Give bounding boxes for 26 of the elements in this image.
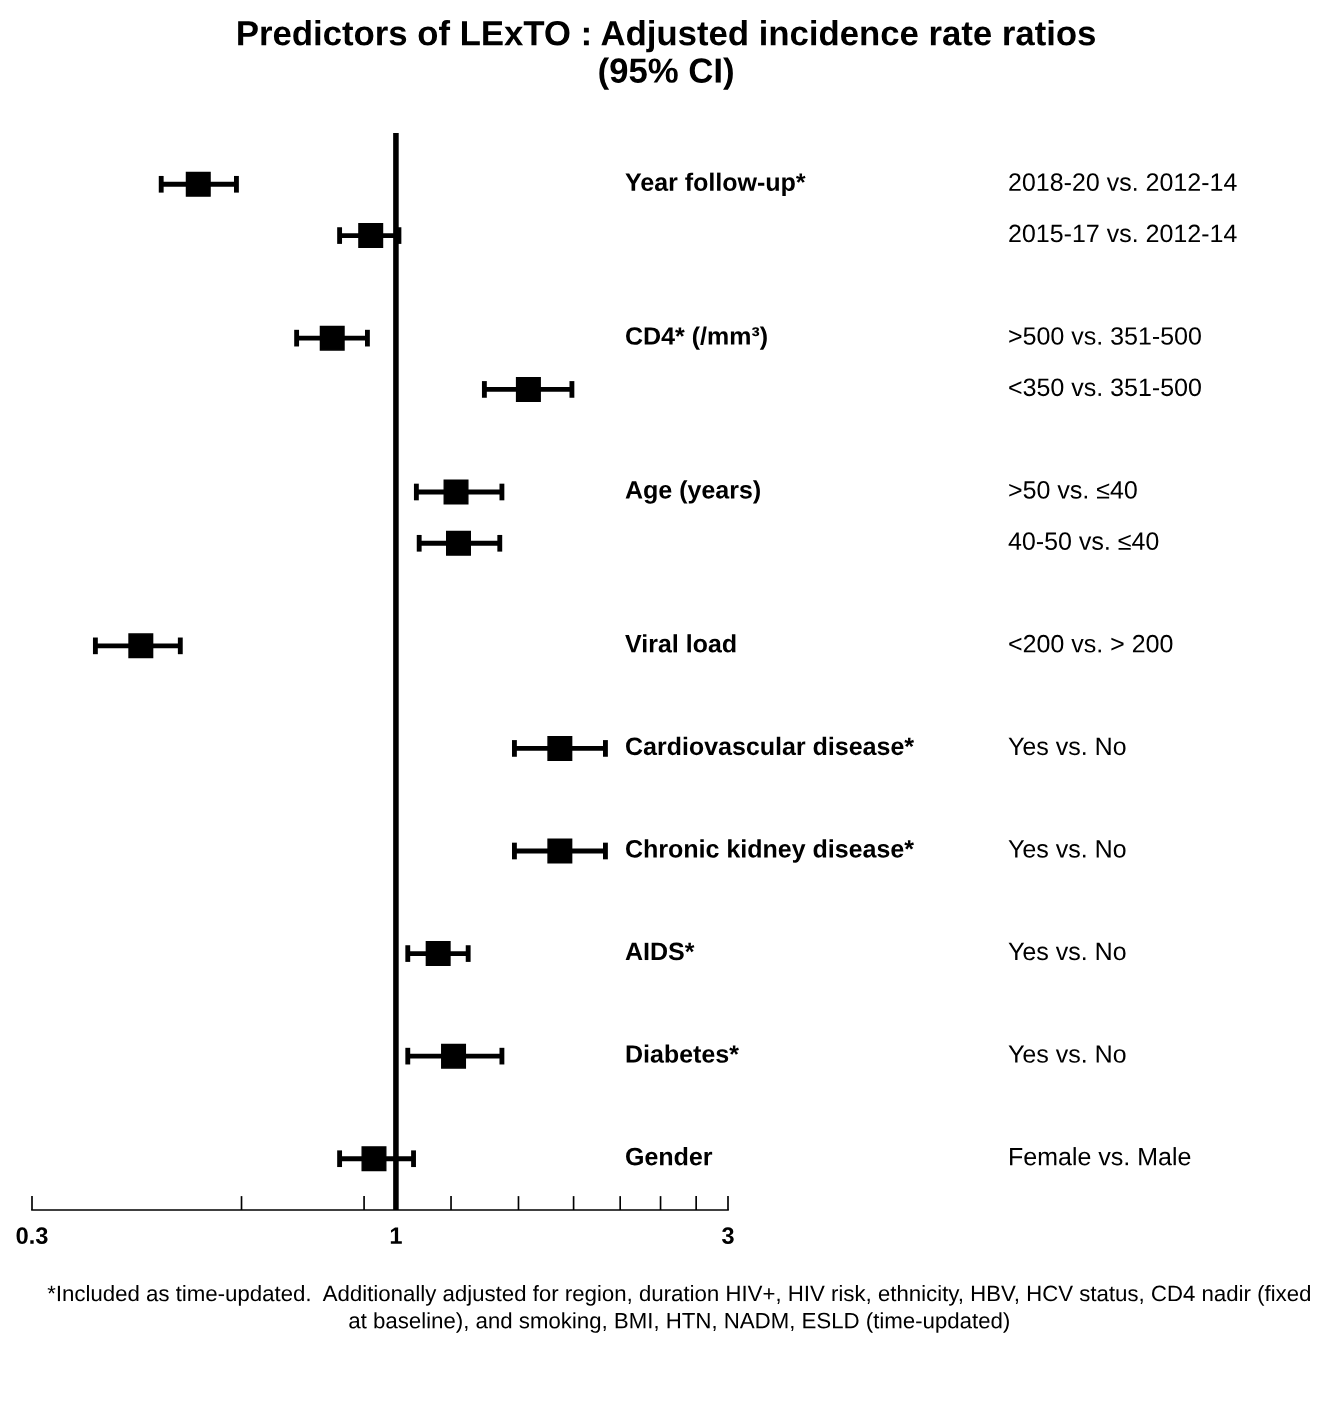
y-tick-label: Age (years) <box>625 480 760 504</box>
text: *Included as time-updated. Additionally adjusted for region, duration HIV+, HIV risk, ethnicity, HBV, HCV status, CD4 nadir (fixed at baseline), and smoking, BMI, HTN, NADM, ESLD (time-updated) <box>47 1285 1311 1333</box>
y-tick-label: Viral load <box>625 634 736 653</box>
y2-tick-label: Female vs. Male <box>1010 1147 1191 1166</box>
y2-tick-label: Yes vs. No <box>1008 737 1126 756</box>
y2-tick-label: Yes vs. No <box>1008 840 1126 858</box>
y-tick-label: Gender <box>626 1147 713 1166</box>
y-tick-label: CD4* (/mm³) <box>626 326 767 350</box>
y2-tick-label: >50 vs. ≤40 <box>1009 481 1137 499</box>
y-tick-label: Year follow-up* <box>625 172 806 196</box>
y2-tick-label: Yes vs. No <box>1008 1045 1126 1063</box>
y2-tick-label: 2015-17 vs. 2012-14 <box>1009 224 1237 243</box>
x-tick-label: 1 <box>390 1227 402 1244</box>
y2-tick-label: 40-50 vs. ≤40 <box>1008 532 1159 550</box>
y2-tick-label: Yes vs. No <box>1008 942 1126 961</box>
y-tick-label: AIDS* <box>625 942 695 961</box>
x-tick-label: 0.3 <box>16 1227 48 1245</box>
y2-tick-label: <200 vs. > 200 <box>1009 634 1173 653</box>
chart-title: Predictors of LExTO : Adjusted incidence rate ratios (95% CI) <box>238 20 1095 90</box>
y2-tick-label: 2018-20 vs. 2012-14 <box>1009 173 1237 191</box>
y-tick-label: Chronic kidney disease* <box>626 839 914 863</box>
y2-tick-label: <350 vs. 351-500 <box>1009 378 1201 397</box>
y-tick-label: Diabetes* <box>626 1044 739 1063</box>
x-tick-label: 3 <box>721 1227 734 1245</box>
y-tick-label: Cardiovascular disease* <box>626 736 915 756</box>
y2-tick-label: >500 vs. 351-500 <box>1009 327 1201 345</box>
